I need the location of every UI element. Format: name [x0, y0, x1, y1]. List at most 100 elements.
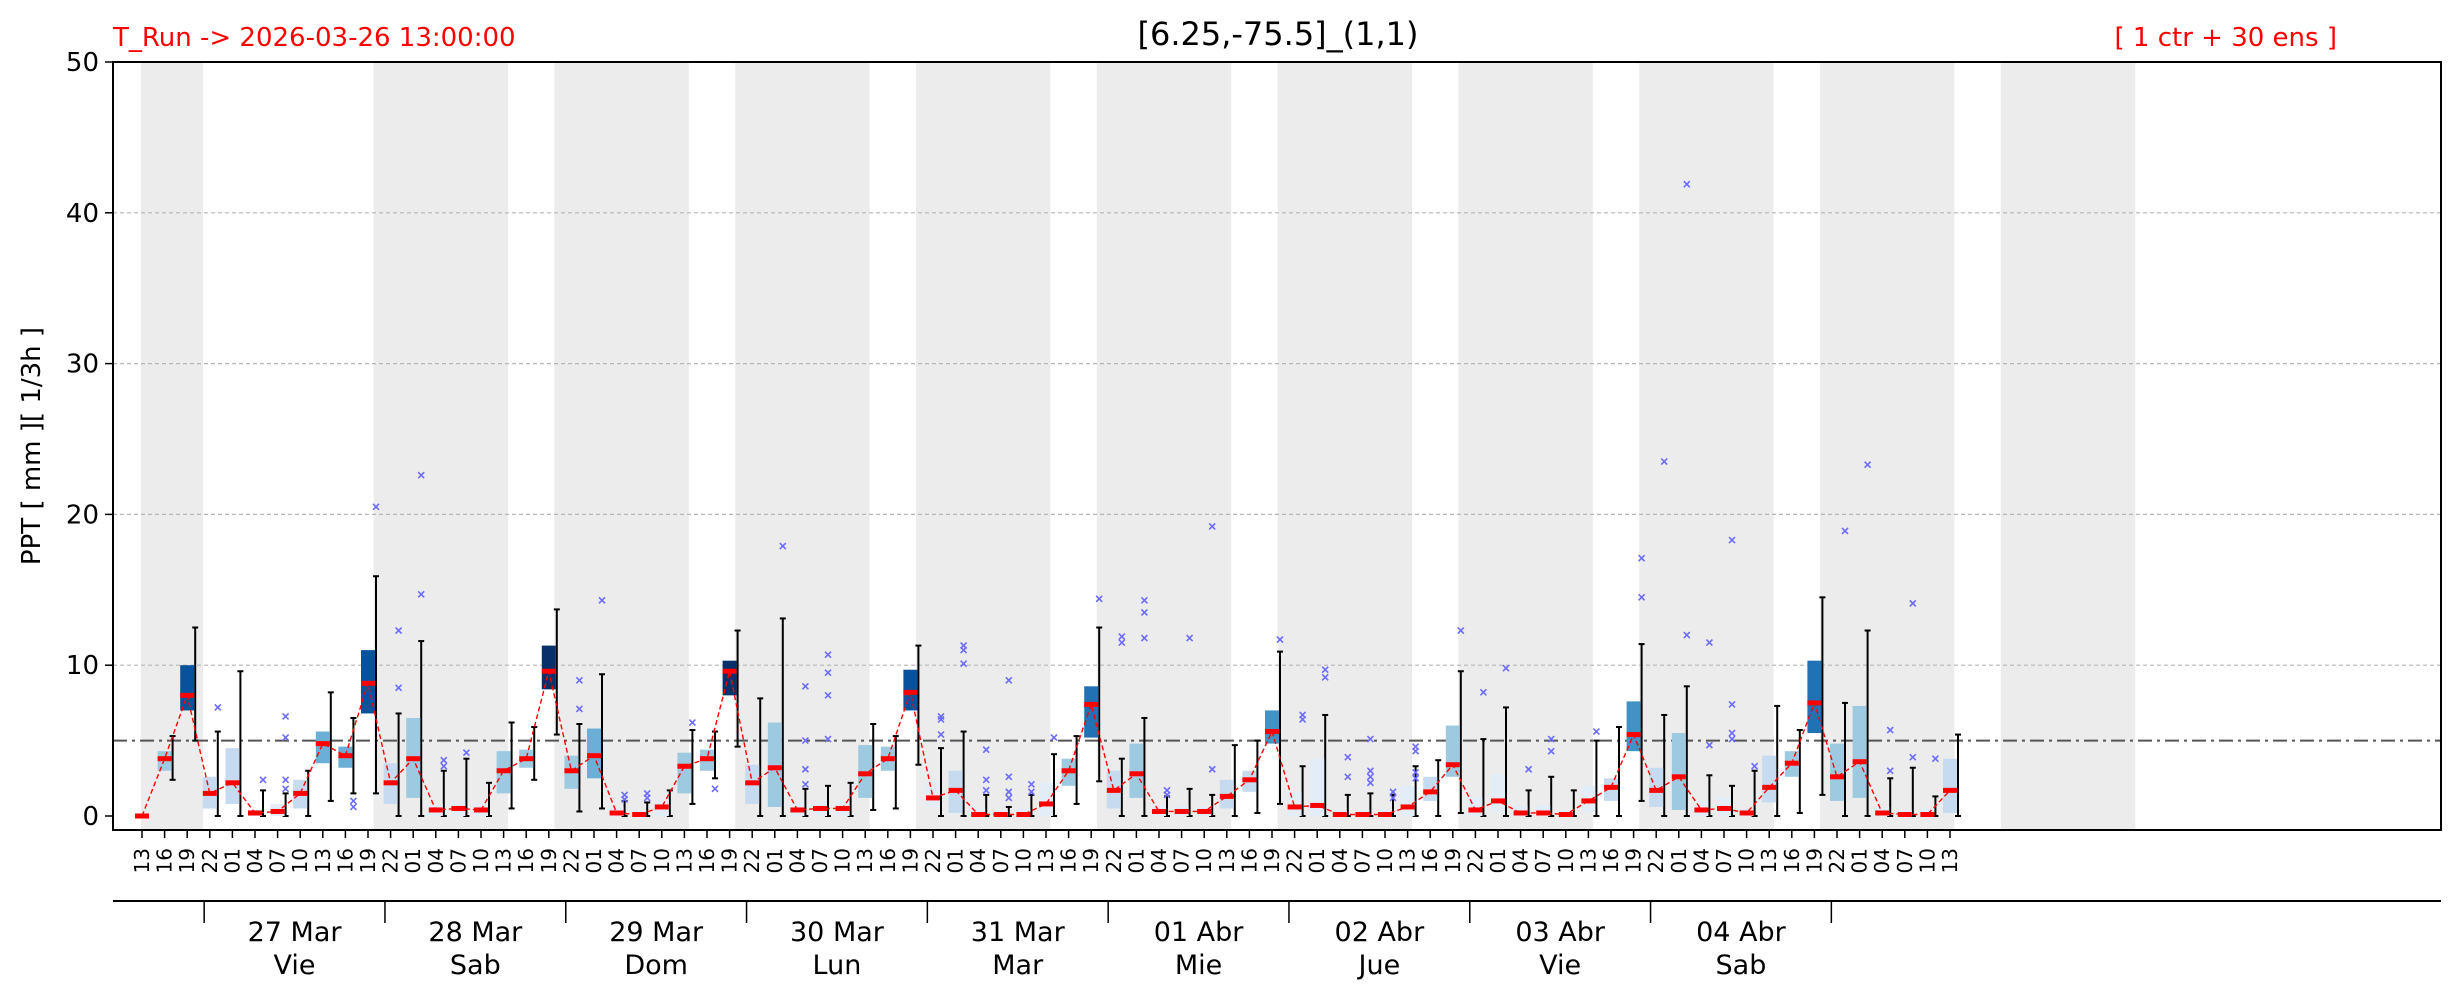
ensemble-members-label: [ 1 ctr + 30 ens ]: [2115, 23, 2338, 53]
x-tick-label: 04: [1870, 848, 1894, 873]
x-tick-label: 22: [1825, 848, 1849, 873]
x-tick-label: 16: [153, 848, 177, 873]
x-tick-label: 13: [492, 848, 516, 873]
outlier-point: [1366, 773, 1374, 781]
x-tick-label: 04: [1328, 848, 1352, 873]
x-tick-label: 01: [582, 848, 606, 873]
box: [1265, 650, 1283, 805]
box: [1242, 739, 1261, 814]
x-tick-label: 13: [1215, 848, 1239, 873]
x-tick-label: 13: [1396, 848, 1420, 873]
outlier-point: [1027, 780, 1035, 788]
box: [880, 735, 899, 810]
outlier-point: [1931, 755, 1939, 763]
x-tick-label: 22: [1102, 848, 1126, 873]
outlier-point: [1886, 726, 1894, 734]
outlier-point: [1638, 593, 1646, 601]
outlier-point: [282, 712, 290, 721]
x-tick-label: 04: [966, 848, 990, 873]
x-tick-label: 01: [1124, 848, 1148, 873]
outlier-point: [1457, 626, 1465, 635]
box-iqr: [1807, 660, 1822, 734]
x-tick-label: 16: [1780, 848, 1804, 873]
box-iqr: [225, 748, 240, 804]
outlier-point: [1050, 734, 1058, 742]
box: [496, 721, 515, 810]
night-band: [2000, 62, 2136, 830]
x-tick-label: 22: [198, 848, 222, 873]
outlier-point: [1366, 735, 1374, 743]
box: [1649, 713, 1668, 817]
outlier-point: [1705, 639, 1713, 647]
x-tick-label: 10: [1554, 848, 1578, 873]
outlier-point: [801, 765, 809, 773]
x-tick-label: 16: [876, 848, 900, 873]
outlier-point: [982, 786, 990, 794]
box: [225, 670, 244, 817]
outlier-point: [711, 785, 719, 793]
x-tick-label: 10: [1735, 848, 1759, 873]
outlier-point: [282, 776, 290, 784]
box-iqr: [1762, 755, 1777, 803]
x-tick-label: 19: [1802, 848, 1826, 873]
outlier-point: [349, 797, 357, 805]
box: [677, 729, 696, 805]
x-tick-label: 01: [944, 848, 968, 873]
box: [1943, 733, 1961, 817]
box-iqr: [1423, 776, 1438, 801]
outlier-point: [779, 542, 787, 550]
x-tick-label: 01: [1305, 848, 1329, 873]
day-weekday-label: Lun: [813, 950, 862, 981]
y-tick-label: 30: [66, 350, 99, 380]
night-band: [554, 62, 689, 830]
x-tick-label: 07: [989, 848, 1013, 873]
x-tick-label: 07: [1170, 848, 1194, 873]
x-tick-label: 19: [718, 848, 742, 873]
box: [903, 644, 922, 766]
chart-title: [6.25,-75.5]_(1,1): [1137, 15, 1418, 53]
outlier-point: [575, 705, 583, 713]
x-tick-label: 04: [243, 848, 267, 873]
outlier-point: [1751, 762, 1759, 770]
x-tick-label: 04: [424, 848, 448, 873]
box-iqr: [315, 731, 330, 764]
outlier-point: [824, 735, 832, 743]
outlier-point: [1140, 596, 1148, 604]
box: [1445, 670, 1464, 814]
median-trend-line: [141, 671, 1951, 817]
outlier-point: [1163, 791, 1171, 799]
box-iqr: [926, 781, 940, 807]
outlier-point: [395, 626, 403, 635]
x-tick-label: 01: [220, 848, 244, 873]
box-iqr: [1852, 705, 1867, 798]
day-weekday-label: Dom: [624, 950, 688, 981]
day-weekday-label: Mar: [992, 950, 1044, 981]
median-trend: [141, 671, 1951, 817]
outlier-point: [1140, 634, 1148, 642]
night-band: [916, 62, 1051, 830]
night-band: [1458, 62, 1593, 830]
box-iqr: [541, 645, 556, 690]
box: [654, 789, 673, 817]
outlier-series: [214, 180, 1939, 811]
x-tick-label: 01: [401, 848, 425, 873]
outlier-point: [1005, 676, 1013, 684]
outlier-point: [1728, 700, 1736, 708]
x-tick-label: 16: [1237, 848, 1261, 873]
outlier-point: [1027, 788, 1035, 796]
box: [315, 691, 334, 802]
x-tick-label: 19: [537, 848, 561, 873]
x-tick-label: 10: [1373, 848, 1397, 873]
x-tick-label: 13: [1576, 848, 1600, 873]
night-band: [1096, 62, 1232, 830]
x-tick-label: 13: [311, 848, 335, 873]
x-tick-label: 04: [1689, 848, 1713, 873]
box: [1129, 716, 1148, 817]
outlier-point: [1366, 779, 1374, 787]
outlier-point: [824, 691, 832, 699]
box: [722, 629, 741, 748]
outlier-point: [1208, 765, 1216, 773]
x-tick-label: 07: [1712, 848, 1736, 873]
outlier-point: [1095, 595, 1103, 603]
